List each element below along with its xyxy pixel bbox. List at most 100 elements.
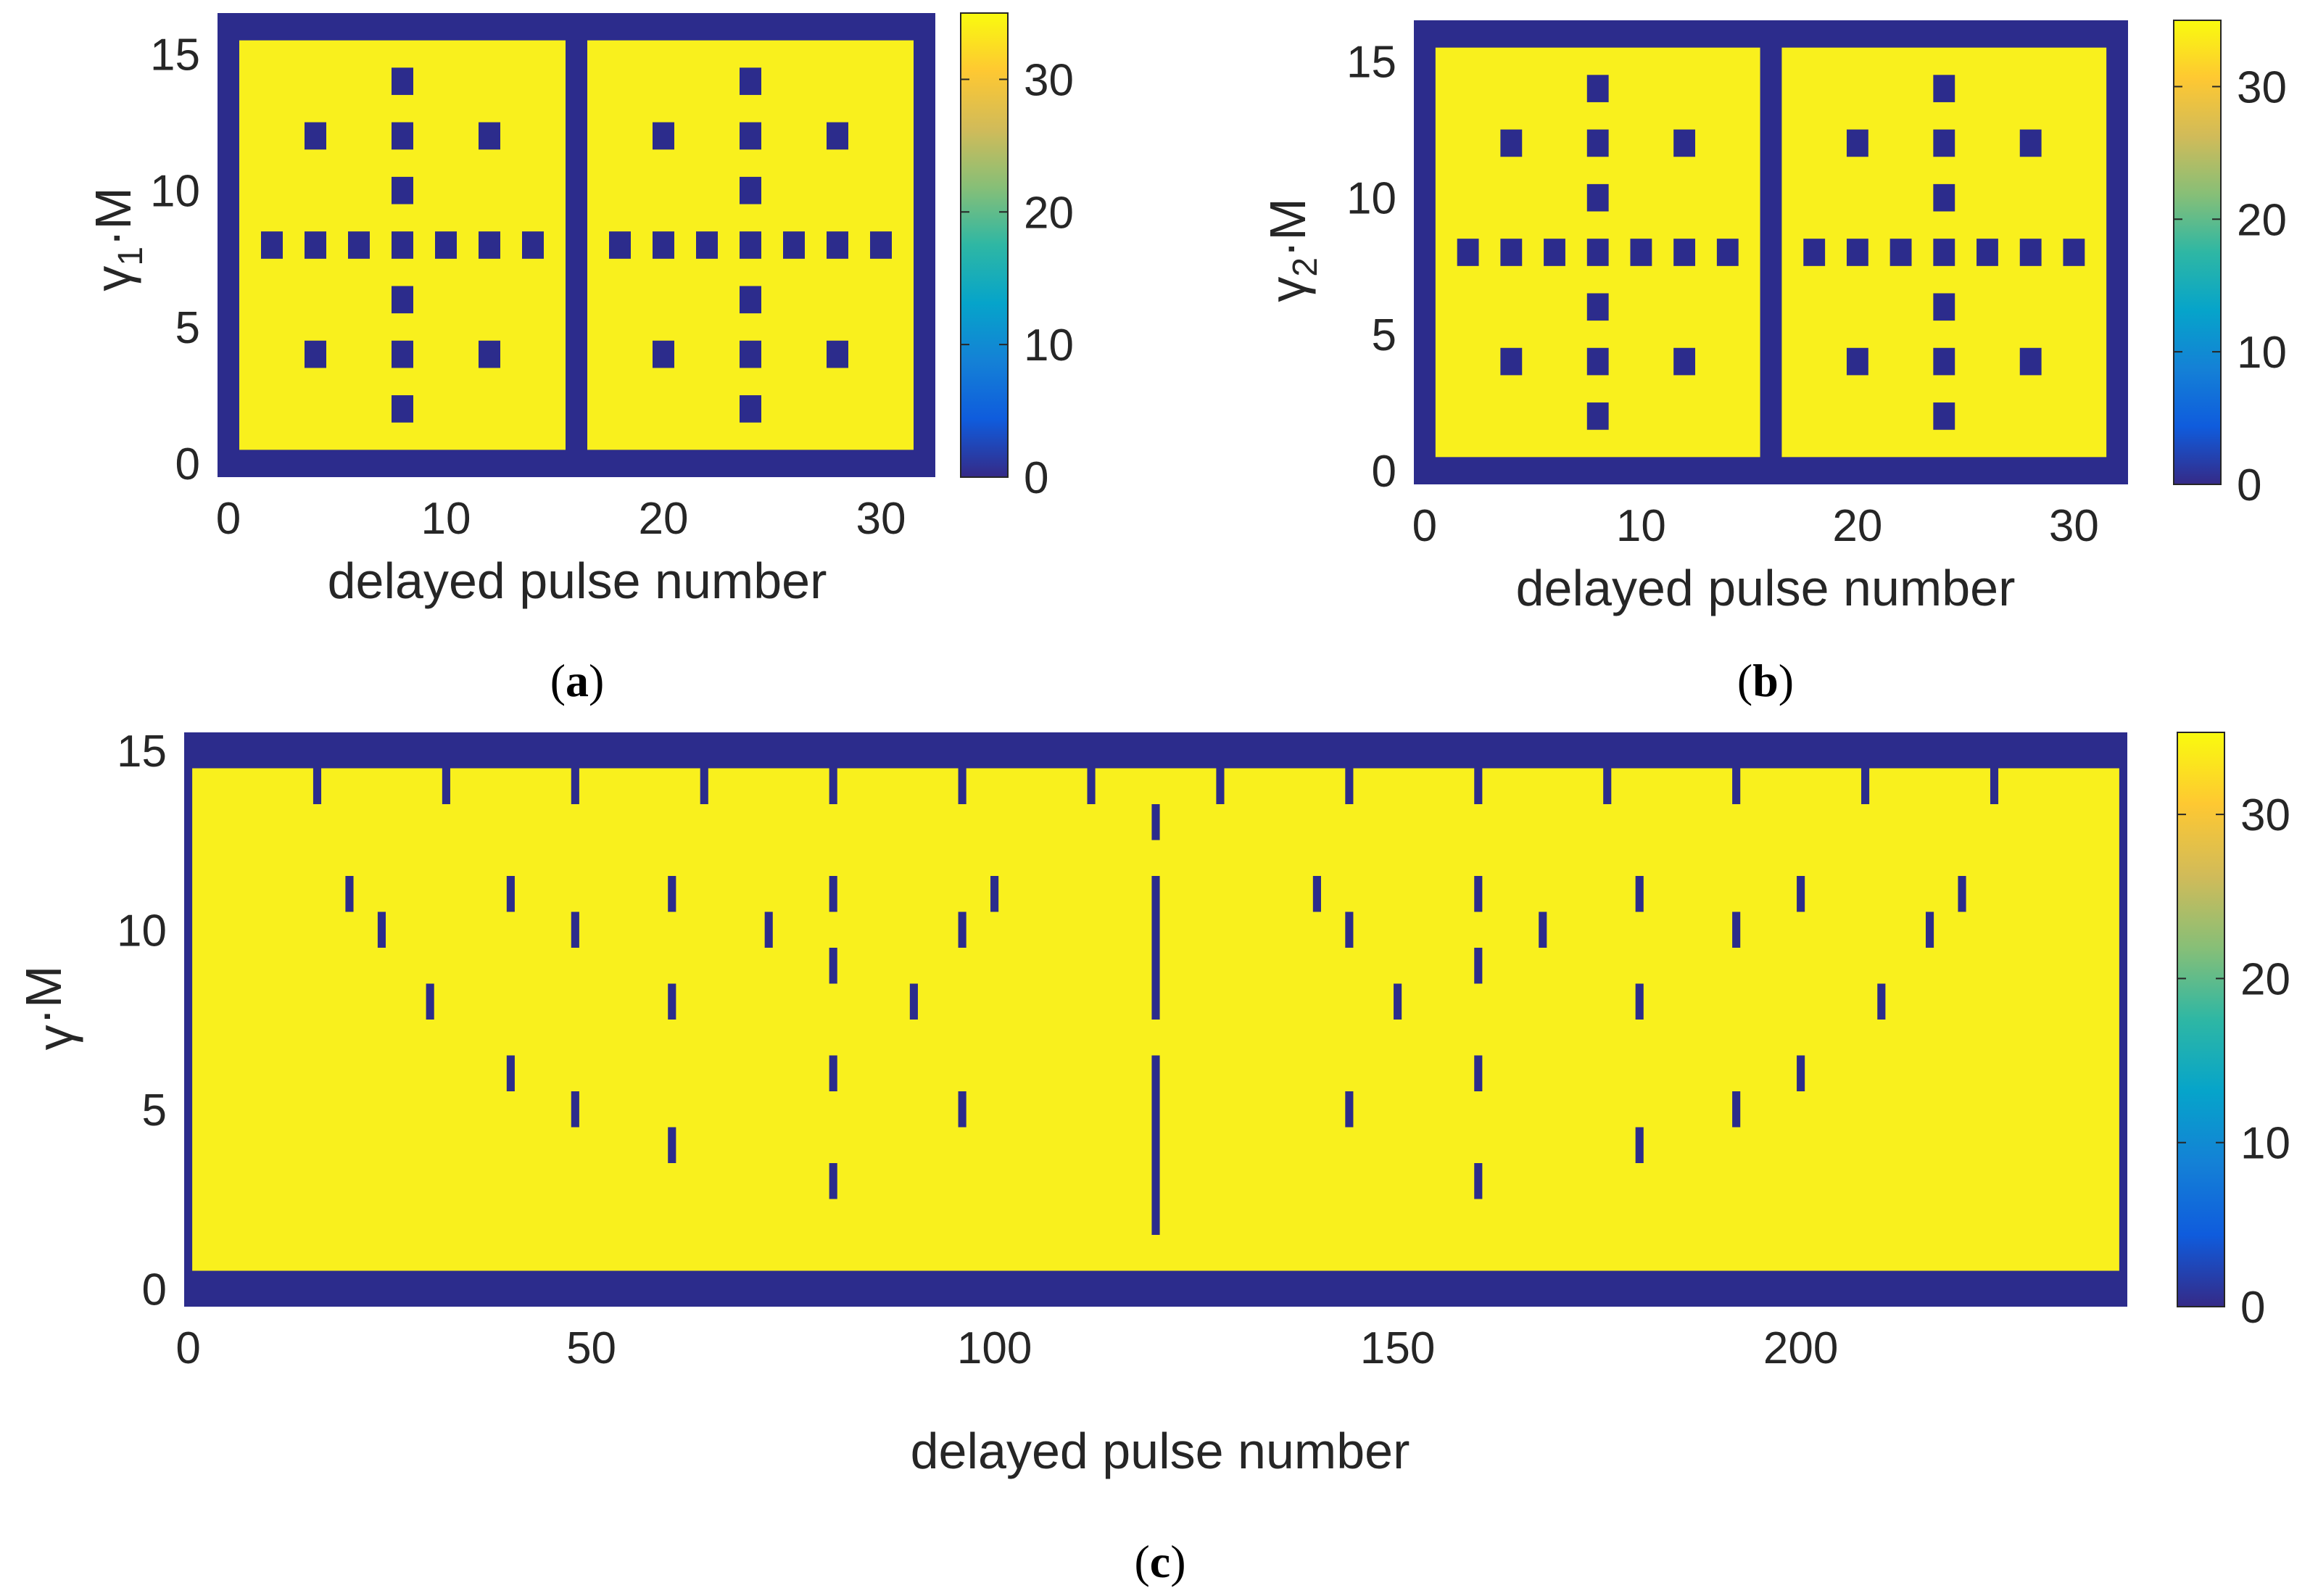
zero-cell: [1630, 239, 1652, 266]
zero-cell: [392, 340, 413, 368]
zero-cell: [1925, 911, 1934, 948]
zero-cell: [740, 286, 761, 314]
zero-cell: [1457, 239, 1479, 266]
zero-cell: [1151, 876, 1160, 912]
zero-cell: [2063, 239, 2085, 266]
zero-cell: [479, 231, 500, 259]
zero-cell: [1846, 129, 1868, 157]
ylabel-c: γ·M: [15, 966, 83, 1051]
zero-cell: [1958, 876, 1966, 912]
colorbar-tick-label: 20: [2237, 195, 2287, 245]
zero-cell: [1474, 1055, 1483, 1091]
zero-cell: [1933, 293, 1955, 321]
zero-cell: [392, 286, 413, 314]
zero-cell: [305, 122, 326, 150]
zero-cell: [1673, 129, 1696, 157]
colorbar-tick-label: 10: [2240, 1119, 2290, 1169]
y-tick-label: 5: [1372, 310, 1396, 360]
zero-cell: [426, 983, 434, 1020]
colorbar-tick-label: 30: [2237, 62, 2287, 112]
zero-cell: [740, 340, 761, 368]
ylabel-b-subscript: 2: [1286, 257, 1325, 277]
zero-cell: [571, 768, 579, 804]
zero-cell: [653, 122, 674, 150]
xlabel-c: delayed pulse number: [911, 1423, 1410, 1479]
zero-cell: [1586, 402, 1609, 430]
colorbar-gradient: [960, 12, 1009, 478]
zero-cell: [1151, 732, 1160, 769]
zero-cell: [1933, 183, 1955, 212]
zero-cell: [958, 1091, 966, 1128]
x-tick-label: 0: [216, 494, 241, 544]
zero-cell: [1500, 239, 1523, 266]
xlabel-a: delayed pulse number: [328, 553, 827, 609]
zero-cell: [1514, 732, 1523, 769]
zero-cell: [1151, 1055, 1160, 1091]
x-tick-label: 20: [639, 494, 689, 544]
heatmap-plot-a: 0 10 20 30 0 5 10 15: [150, 13, 935, 544]
zero-cell: [1933, 239, 1955, 266]
x-tick-label: 0: [1412, 501, 1437, 551]
colorbar-tick-label: 30: [2240, 790, 2290, 840]
x-tick-label: 150: [1360, 1323, 1435, 1373]
zero-cell: [1586, 347, 1609, 376]
zero-cell: [392, 395, 413, 423]
panel-caption-b: (b): [1737, 655, 1794, 706]
zero-cell: [829, 876, 837, 912]
y-tick-label: 0: [142, 1265, 167, 1315]
x-tick-label: 10: [1616, 501, 1666, 551]
zero-cell: [700, 768, 708, 804]
zero-cell: [1345, 911, 1354, 948]
zero-cell: [653, 340, 674, 368]
ylabel-b: γ2·M: [1259, 198, 1325, 302]
zero-cell: [1539, 911, 1547, 948]
zero-cell: [1474, 876, 1483, 912]
colorbar-tick-label: 10: [1024, 321, 1074, 371]
zero-cell: [1846, 347, 1868, 376]
zero-cell: [1087, 768, 1096, 804]
zero-cell: [1756, 732, 1765, 769]
zero-cell: [522, 231, 544, 259]
zero-cell: [1933, 402, 1955, 430]
zero-cell: [653, 231, 674, 259]
x-tick-label: 30: [856, 494, 906, 544]
zero-cell: [1586, 183, 1609, 212]
y-tick-label: 10: [150, 167, 200, 217]
zero-cell: [1151, 1163, 1160, 1199]
zero-cell: [345, 876, 354, 912]
zero-cell: [1151, 1199, 1160, 1235]
zero-cell: [740, 231, 761, 259]
zero-cell: [668, 876, 676, 912]
zero-cell: [479, 122, 500, 150]
y-tick-label: 10: [117, 906, 167, 956]
y-tick-label: 5: [142, 1086, 167, 1136]
colorbar-tick-label: 0: [2240, 1283, 2265, 1333]
zero-cell: [1586, 239, 1609, 266]
zero-cell: [506, 876, 515, 912]
zero-cell: [2019, 129, 2042, 157]
zero-cell: [392, 176, 413, 204]
colorbar-tick-label: 20: [2240, 954, 2290, 1004]
zero-cell: [1586, 75, 1609, 102]
zero-cell: [1151, 983, 1160, 1020]
zero-cell: [668, 983, 676, 1020]
zero-cell: [1933, 129, 1955, 157]
zero-cell: [1635, 732, 1644, 769]
zero-cell: [958, 768, 966, 804]
zero-cell: [827, 122, 848, 150]
zero-cell: [435, 231, 457, 259]
zero-cell: [1394, 983, 1402, 1020]
y-tick-label: 0: [175, 439, 200, 489]
zero-cell: [1933, 75, 1955, 102]
x-tick-label: 0: [175, 1323, 200, 1373]
zero-cell: [740, 122, 761, 150]
panel-caption-a: (a): [550, 655, 605, 706]
zero-cell: [870, 231, 892, 259]
colorbar-tick-label: 20: [1024, 188, 1074, 238]
zero-cell: [1345, 1091, 1354, 1128]
zero-cell: [479, 340, 500, 368]
zero-cell: [1635, 876, 1644, 912]
zero-cell: [1151, 1127, 1160, 1163]
zero-cell: [696, 231, 718, 259]
